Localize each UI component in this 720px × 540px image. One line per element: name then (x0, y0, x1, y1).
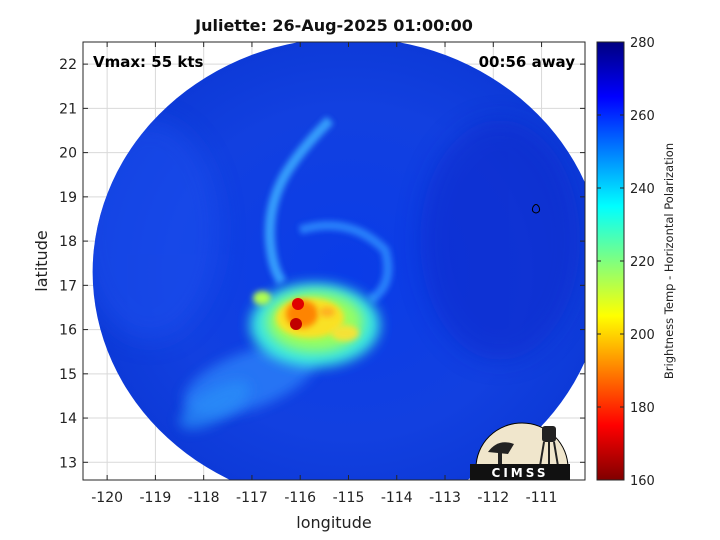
colorbar-tick-label: 200 (630, 328, 655, 343)
core-red-2 (290, 318, 302, 330)
y-tick-label: 16 (59, 323, 77, 339)
eastern-cell (331, 325, 359, 341)
x-tick-label: -119 (140, 490, 172, 506)
colorbar: 160 180 200 220 240 260 280 Brightness Temp - … (596, 36, 676, 489)
y-tick-label: 14 (59, 411, 77, 427)
x-tick-label: -120 (91, 490, 123, 506)
x-tick-label: -115 (333, 490, 365, 506)
y-tick-label: 19 (59, 190, 77, 206)
small-contour (531, 204, 541, 214)
y-axis-label: latitude (32, 230, 51, 291)
x-axis-label: longitude (296, 513, 371, 532)
dish-stand (498, 452, 502, 466)
colorbar-tick-label: 260 (630, 109, 655, 124)
y-tick-label: 15 (59, 367, 77, 383)
x-tick-label: -118 (188, 490, 220, 506)
southern-band-2 (179, 380, 251, 430)
y-tick-label: 17 (59, 278, 77, 294)
time-away-annotation: 00:56 away (479, 53, 576, 71)
outer-spiral-band (264, 116, 334, 285)
swath-image (92, 42, 585, 480)
inner-spiral-band (298, 221, 393, 304)
water-tower-legs (539, 441, 559, 467)
water-tower-body (542, 426, 556, 442)
colorbar-tick-label: 220 (630, 255, 655, 270)
x-tick-label: -113 (429, 490, 461, 506)
y-tick-label: 13 (59, 455, 77, 471)
colorbar-gradient (596, 41, 625, 481)
colorbar-label: Brightness Temp - Horizontal Polarizatio… (662, 143, 676, 379)
satellite-dish-icon (488, 442, 514, 454)
y-tick-label: 21 (59, 101, 77, 117)
x-tick-label: -112 (477, 490, 509, 506)
cimss-logo: CIMSS (470, 422, 570, 480)
logo-text: CIMSS (492, 466, 549, 480)
colorbar-tick-label: 160 (630, 474, 655, 489)
western-band-cell (253, 291, 271, 305)
colorbar-tick-label: 180 (630, 401, 655, 416)
y-tick-label: 20 (59, 146, 77, 162)
x-tick-label: -114 (381, 490, 413, 506)
chart-title: Juliette: 26-Aug-2025 01:00:00 (194, 16, 473, 35)
x-tick-label: -111 (526, 490, 558, 506)
plot-area: Vmax: 55 kts 00:56 away CIMSS (82, 41, 586, 481)
eastern-cell-2 (319, 307, 335, 317)
x-tick-label: -116 (284, 490, 316, 506)
colorbar-tick-label: 280 (630, 36, 655, 51)
core-red-1 (292, 298, 304, 310)
x-tick-labels: -120 -119 -118 -117 -116 -115 -114 -113 -112 -111 (91, 490, 557, 506)
plot-frame (82, 41, 586, 481)
logo-banner (470, 464, 570, 480)
y-tick-labels: 13 14 15 16 17 18 19 20 21 22 (59, 57, 77, 471)
vmax-annotation: Vmax: 55 kts (93, 53, 203, 71)
cold-sector-east (420, 120, 580, 360)
x-tick-label: -117 (236, 490, 268, 506)
y-tick-label: 18 (59, 234, 77, 250)
y-tick-label: 22 (59, 57, 77, 73)
colorbar-ticks: 160 180 200 220 240 260 280 (597, 36, 655, 489)
colorbar-tick-label: 240 (630, 182, 655, 197)
